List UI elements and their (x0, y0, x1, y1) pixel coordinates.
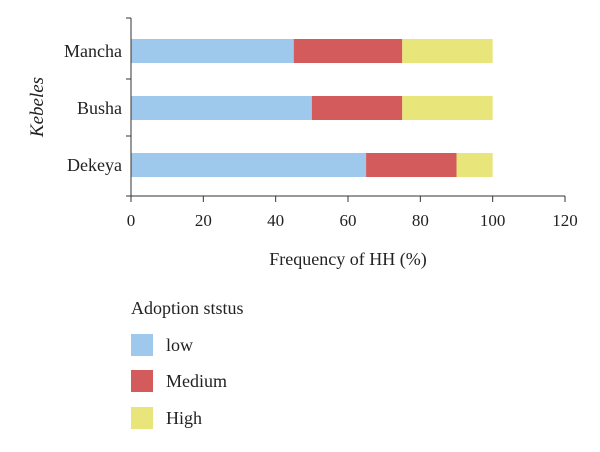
bar-dekeya-high (456, 153, 493, 177)
x-tick-label-60: 60 (340, 211, 357, 230)
bar-mancha-low (131, 39, 294, 63)
x-tick-label-40: 40 (267, 211, 284, 230)
bar-mancha-medium (293, 39, 403, 63)
legend-title: Adoption ststus (131, 298, 244, 318)
x-tick-labels: 0 20 40 60 80 100 120 (127, 211, 578, 230)
bar-busha-low (131, 96, 312, 120)
x-tick-label-20: 20 (195, 211, 212, 230)
bar-dekeya-medium (366, 153, 457, 177)
bar-dekeya-low (131, 153, 367, 177)
axes-group (126, 17, 566, 202)
legend-swatch-high (131, 407, 153, 429)
x-tick-label-80: 80 (412, 211, 429, 230)
legend-label-high: High (166, 408, 202, 428)
y-axis-title: Kebeles (27, 77, 48, 138)
legend-label-low: low (166, 335, 193, 355)
legend-swatch-medium (131, 370, 153, 392)
x-tick-label-120: 120 (552, 211, 578, 230)
legend: Adoption ststus low Medium High (131, 298, 244, 429)
bar-busha-high (402, 96, 493, 120)
bars-group (131, 39, 493, 177)
x-tick-label-100: 100 (480, 211, 506, 230)
category-label-busha: Busha (77, 98, 122, 118)
x-tick-label-0: 0 (127, 211, 136, 230)
x-axis-title: Frequency of HH (%) (269, 249, 426, 270)
category-label-dekeya: Dekeya (67, 155, 122, 175)
legend-swatch-low (131, 334, 153, 356)
category-labels: Mancha Busha Dekeya (64, 41, 122, 175)
bar-mancha-high (402, 39, 493, 63)
category-label-mancha: Mancha (64, 41, 122, 61)
legend-label-medium: Medium (166, 371, 227, 391)
bar-busha-medium (311, 96, 403, 120)
